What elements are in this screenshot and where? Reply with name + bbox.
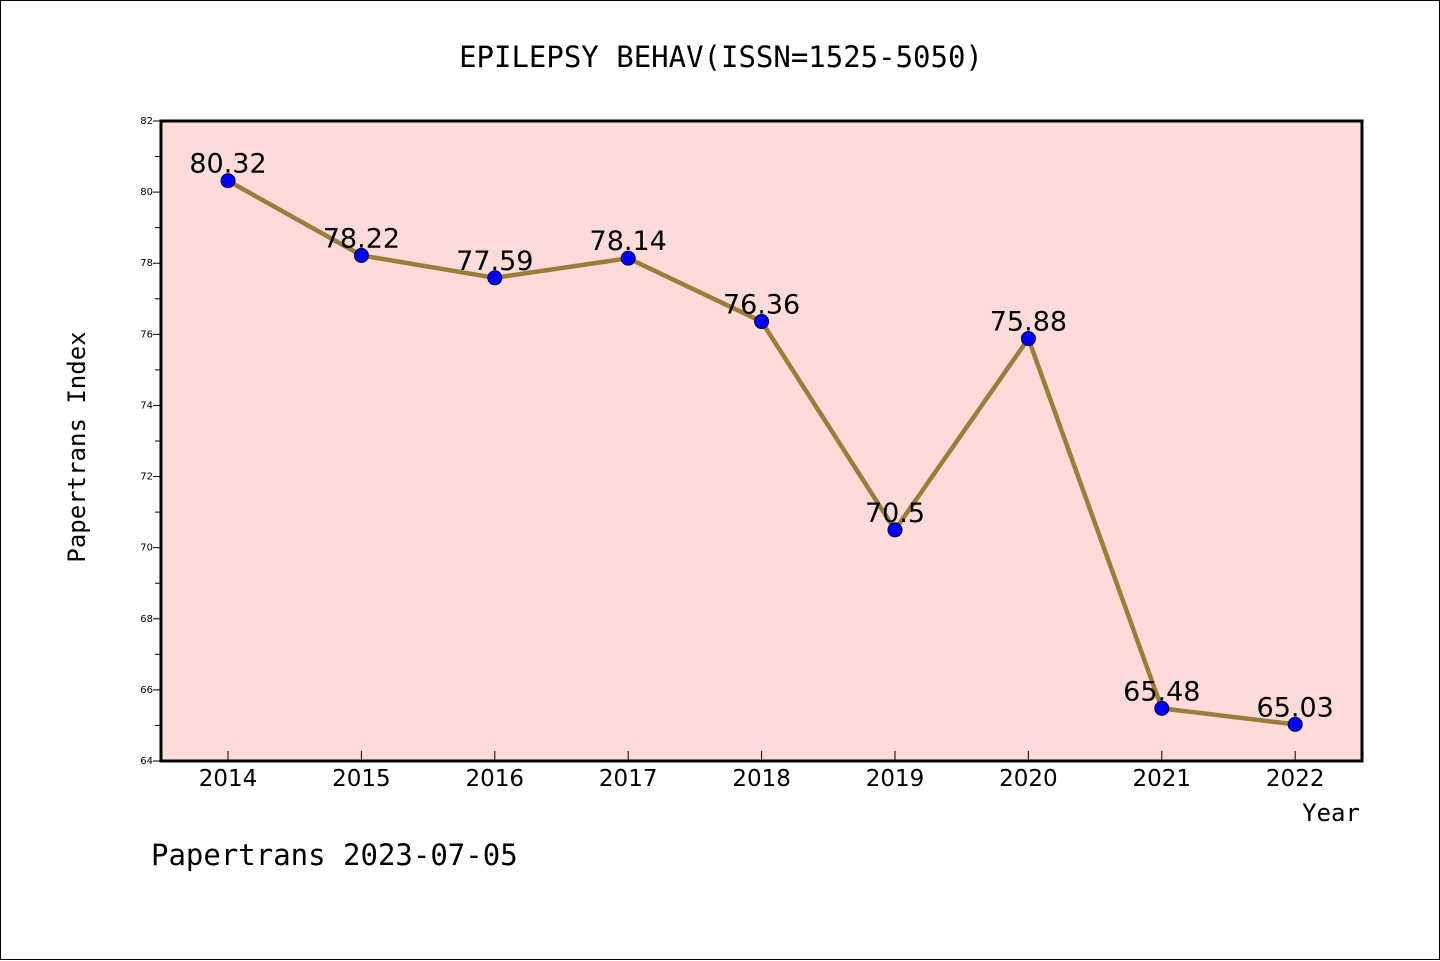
data-point	[487, 270, 503, 286]
y-tick-label: 68	[140, 614, 153, 625]
y-axis-label: Papertrans Index	[63, 331, 91, 562]
data-point	[353, 247, 369, 263]
x-tick-label: 2015	[332, 766, 391, 792]
y-tick-label: 74	[140, 400, 153, 411]
y-tick-label: 70	[140, 543, 153, 554]
data-label: 70.5	[865, 498, 925, 529]
y-tick-label: 82	[140, 116, 153, 127]
x-tick-label: 2021	[1133, 766, 1192, 792]
data-point	[1287, 716, 1303, 732]
data-point	[887, 522, 903, 538]
y-axis: 64 66 68 70 72 74 76 78 80 82	[140, 116, 161, 767]
y-tick-label: 72	[140, 472, 153, 483]
data-label: 65.03	[1257, 692, 1334, 723]
y-tick-label: 80	[140, 187, 153, 198]
x-tick-label: 2022	[1266, 766, 1325, 792]
footer-text: Papertrans 2023-07-05	[151, 838, 518, 872]
data-point	[1154, 700, 1170, 716]
data-label: 75.88	[990, 307, 1067, 338]
x-tick-label: 2020	[999, 766, 1058, 792]
x-tick-label: 2014	[199, 766, 258, 792]
data-labels: 80.32 78.22 77.59 78.14 76.36 70.5 75.88 65.48 6…	[189, 149, 1333, 724]
y-tick-label: 64	[140, 756, 153, 767]
data-label: 65.48	[1123, 676, 1200, 707]
data-point	[754, 314, 770, 330]
x-axis-label: Year	[1302, 799, 1360, 827]
x-tick-label: 2016	[466, 766, 525, 792]
data-label: 78.22	[323, 223, 400, 254]
data-point	[1020, 331, 1036, 347]
x-axis: 2014 2015 2016 2017 2018 2019 2020 2021 2022	[199, 751, 1325, 792]
plot-area	[161, 121, 1362, 761]
data-point	[220, 173, 236, 189]
y-tick-label: 76	[140, 329, 153, 340]
data-point	[620, 250, 636, 266]
plot-frame	[159, 119, 1364, 763]
chart-title: EPILEPSY BEHAV(ISSN=1525-5050)	[459, 40, 983, 74]
data-label: 78.14	[590, 226, 667, 257]
x-tick-label: 2019	[866, 766, 925, 792]
y-tick-label: 78	[140, 258, 153, 269]
series-markers	[220, 173, 1303, 732]
data-label: 77.59	[456, 246, 533, 277]
x-tick-label: 2017	[599, 766, 658, 792]
x-tick-label: 2018	[732, 766, 791, 792]
y-tick-label: 66	[140, 685, 153, 696]
data-label: 76.36	[723, 290, 800, 321]
data-label: 80.32	[189, 149, 266, 180]
